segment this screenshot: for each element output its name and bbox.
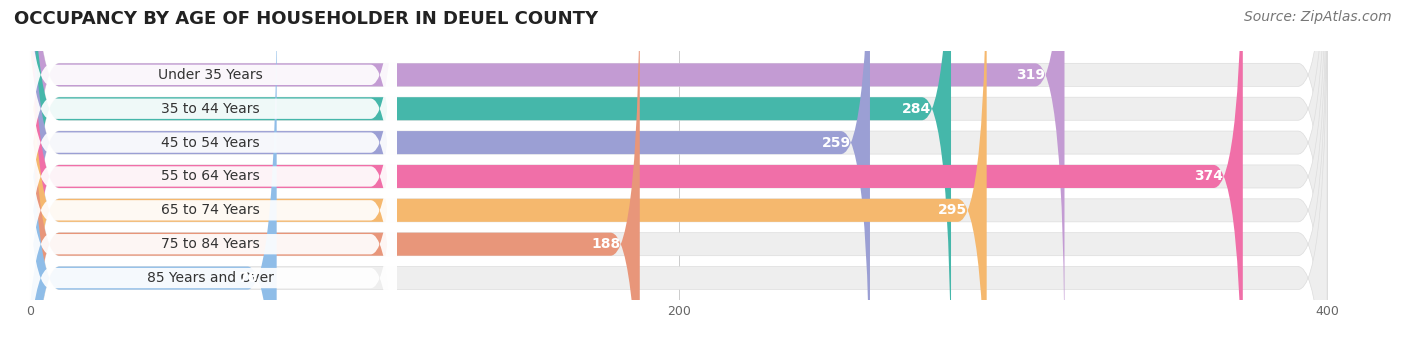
Text: 284: 284	[903, 102, 932, 116]
FancyBboxPatch shape	[24, 17, 396, 341]
FancyBboxPatch shape	[31, 0, 1243, 341]
Text: 374: 374	[1194, 169, 1223, 183]
Text: 65 to 74 Years: 65 to 74 Years	[160, 203, 260, 217]
FancyBboxPatch shape	[31, 0, 1327, 341]
FancyBboxPatch shape	[31, 0, 1064, 341]
FancyBboxPatch shape	[31, 0, 870, 341]
FancyBboxPatch shape	[31, 0, 1327, 341]
Text: 259: 259	[821, 136, 851, 150]
FancyBboxPatch shape	[31, 0, 1327, 341]
FancyBboxPatch shape	[31, 0, 277, 341]
FancyBboxPatch shape	[24, 0, 396, 341]
Text: Source: ZipAtlas.com: Source: ZipAtlas.com	[1244, 10, 1392, 24]
FancyBboxPatch shape	[31, 0, 1327, 341]
Text: 35 to 44 Years: 35 to 44 Years	[160, 102, 260, 116]
Text: 85 Years and Over: 85 Years and Over	[146, 271, 274, 285]
FancyBboxPatch shape	[31, 0, 1327, 341]
FancyBboxPatch shape	[31, 0, 950, 341]
Text: 188: 188	[591, 237, 620, 251]
FancyBboxPatch shape	[24, 0, 396, 341]
FancyBboxPatch shape	[31, 0, 1327, 341]
FancyBboxPatch shape	[24, 0, 396, 336]
Text: 76: 76	[238, 271, 257, 285]
FancyBboxPatch shape	[31, 0, 640, 341]
Text: OCCUPANCY BY AGE OF HOUSEHOLDER IN DEUEL COUNTY: OCCUPANCY BY AGE OF HOUSEHOLDER IN DEUEL…	[14, 10, 598, 28]
Text: 55 to 64 Years: 55 to 64 Years	[160, 169, 260, 183]
FancyBboxPatch shape	[24, 0, 396, 341]
Text: 45 to 54 Years: 45 to 54 Years	[160, 136, 260, 150]
FancyBboxPatch shape	[31, 0, 1327, 341]
Text: Under 35 Years: Under 35 Years	[157, 68, 263, 82]
Text: 75 to 84 Years: 75 to 84 Years	[160, 237, 260, 251]
FancyBboxPatch shape	[31, 0, 987, 341]
Text: 319: 319	[1017, 68, 1045, 82]
FancyBboxPatch shape	[24, 0, 396, 341]
FancyBboxPatch shape	[24, 0, 396, 341]
Text: 295: 295	[938, 203, 967, 217]
